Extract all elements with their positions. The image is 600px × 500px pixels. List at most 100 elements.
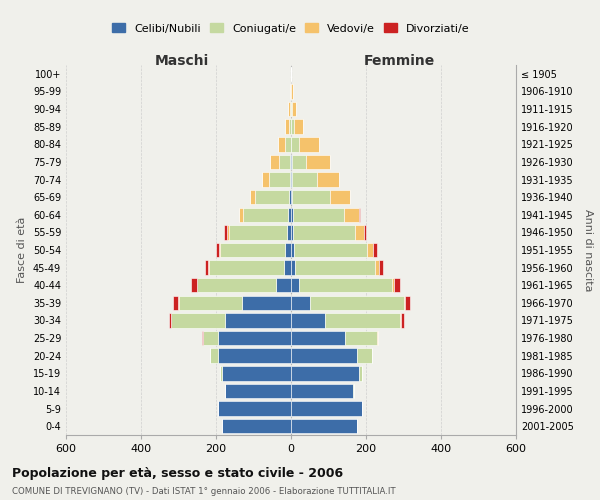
Bar bbox=[288, 102, 290, 117]
Bar bbox=[291, 419, 356, 434]
Bar bbox=[291, 190, 292, 204]
Bar bbox=[218, 348, 291, 363]
Bar bbox=[401, 314, 404, 328]
Bar bbox=[356, 348, 371, 363]
Bar bbox=[291, 137, 299, 152]
Bar bbox=[289, 120, 291, 134]
Bar bbox=[292, 102, 296, 117]
Bar bbox=[373, 243, 377, 257]
Bar bbox=[226, 384, 291, 398]
Bar bbox=[290, 102, 291, 117]
Bar bbox=[218, 402, 291, 416]
Bar bbox=[289, 190, 291, 204]
Bar bbox=[291, 331, 346, 345]
Bar bbox=[219, 243, 220, 257]
Bar bbox=[404, 296, 410, 310]
Y-axis label: Anni di nascita: Anni di nascita bbox=[583, 209, 593, 291]
Bar bbox=[286, 137, 291, 152]
Bar bbox=[292, 172, 317, 186]
Bar bbox=[293, 225, 355, 240]
Bar bbox=[293, 208, 343, 222]
Legend: Celibi/Nubili, Coniugati/e, Vedovi/e, Divorziati/e: Celibi/Nubili, Coniugati/e, Vedovi/e, Di… bbox=[108, 19, 474, 38]
Bar bbox=[205, 260, 208, 275]
Bar bbox=[291, 348, 356, 363]
Bar bbox=[229, 225, 287, 240]
Bar bbox=[400, 314, 401, 328]
Bar bbox=[287, 225, 291, 240]
Bar bbox=[279, 154, 290, 169]
Bar bbox=[242, 296, 291, 310]
Bar bbox=[295, 260, 376, 275]
Bar bbox=[276, 278, 291, 292]
Bar bbox=[291, 225, 293, 240]
Bar bbox=[250, 190, 256, 204]
Bar bbox=[221, 366, 291, 380]
Bar bbox=[211, 348, 218, 363]
Bar bbox=[286, 120, 289, 134]
Bar bbox=[392, 278, 394, 292]
Bar bbox=[218, 331, 291, 345]
Bar bbox=[291, 243, 294, 257]
Bar bbox=[256, 190, 289, 204]
Bar bbox=[329, 190, 350, 204]
Bar bbox=[220, 243, 286, 257]
Bar bbox=[325, 314, 400, 328]
Bar bbox=[290, 172, 291, 186]
Bar bbox=[224, 225, 227, 240]
Text: Popolazione per età, sesso e stato civile - 2006: Popolazione per età, sesso e stato civil… bbox=[12, 468, 343, 480]
Text: COMUNE DI TREVIGNANO (TV) - Dati ISTAT 1° gennaio 2006 - Elaborazione TUTTITALIA: COMUNE DI TREVIGNANO (TV) - Dati ISTAT 1… bbox=[12, 488, 395, 496]
Bar bbox=[209, 260, 284, 275]
Bar bbox=[291, 402, 362, 416]
Bar bbox=[278, 137, 286, 152]
Bar bbox=[291, 366, 359, 380]
Bar bbox=[379, 260, 383, 275]
Bar bbox=[288, 208, 291, 222]
Bar bbox=[364, 225, 366, 240]
Bar bbox=[203, 331, 218, 345]
Bar bbox=[171, 314, 226, 328]
Bar bbox=[394, 278, 400, 292]
Bar bbox=[220, 366, 221, 380]
Bar bbox=[291, 120, 294, 134]
Bar bbox=[169, 314, 171, 328]
Bar bbox=[346, 331, 377, 345]
Bar bbox=[197, 278, 276, 292]
Bar bbox=[291, 314, 325, 328]
Bar bbox=[291, 172, 292, 186]
Bar bbox=[359, 366, 362, 380]
Bar bbox=[243, 208, 288, 222]
Bar bbox=[284, 260, 291, 275]
Text: Maschi: Maschi bbox=[155, 54, 209, 68]
Bar bbox=[227, 225, 229, 240]
Bar bbox=[292, 190, 329, 204]
Bar bbox=[291, 154, 292, 169]
Bar bbox=[299, 278, 392, 292]
Bar bbox=[367, 243, 373, 257]
Bar bbox=[291, 296, 310, 310]
Bar bbox=[291, 278, 299, 292]
Bar bbox=[377, 331, 379, 345]
Bar bbox=[179, 296, 242, 310]
Bar bbox=[286, 243, 291, 257]
Bar bbox=[221, 419, 291, 434]
Bar bbox=[208, 260, 209, 275]
Bar bbox=[269, 172, 290, 186]
Bar bbox=[292, 154, 306, 169]
Bar bbox=[216, 243, 219, 257]
Bar bbox=[299, 137, 319, 152]
Bar bbox=[239, 208, 243, 222]
Bar bbox=[191, 278, 197, 292]
Bar bbox=[290, 154, 291, 169]
Bar bbox=[353, 384, 354, 398]
Bar bbox=[202, 331, 203, 345]
Bar bbox=[291, 208, 293, 222]
Bar bbox=[224, 384, 226, 398]
Bar bbox=[317, 172, 339, 186]
Text: Femmine: Femmine bbox=[364, 54, 436, 68]
Bar bbox=[226, 314, 291, 328]
Bar bbox=[294, 120, 304, 134]
Bar bbox=[355, 225, 364, 240]
Bar bbox=[291, 384, 353, 398]
Bar bbox=[306, 154, 331, 169]
Bar bbox=[173, 296, 178, 310]
